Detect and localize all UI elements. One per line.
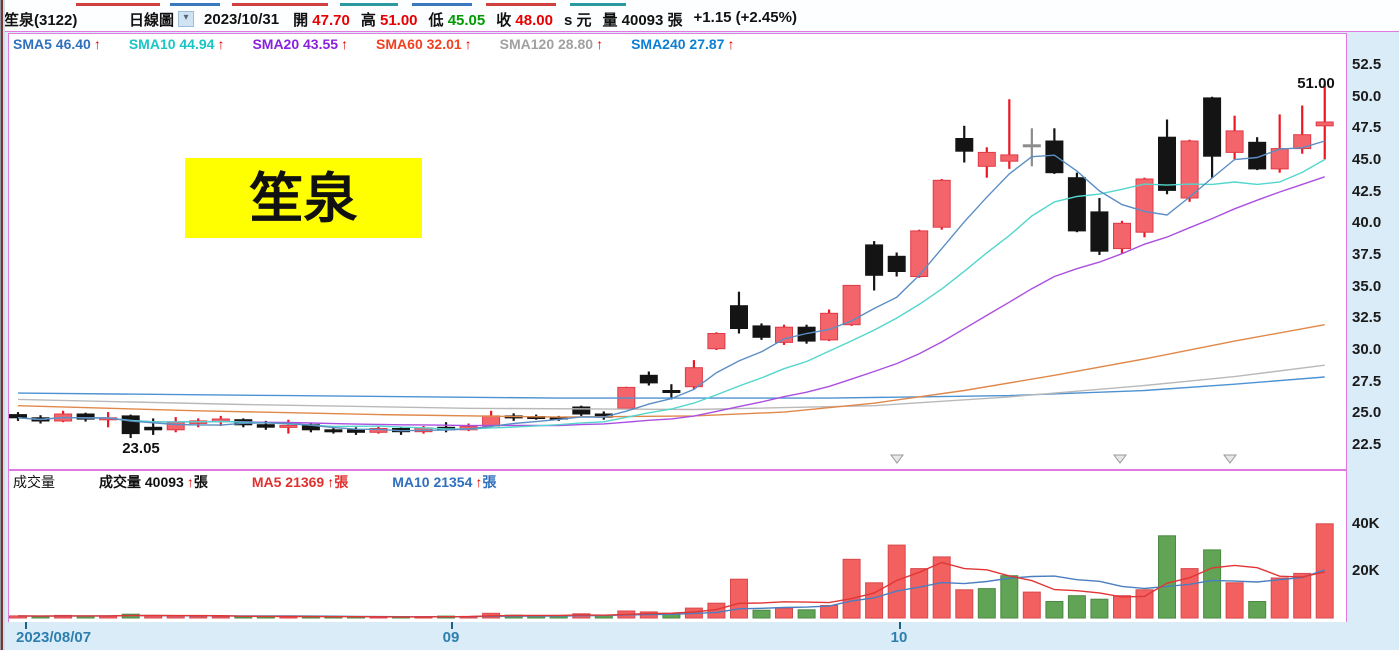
watermark-label: 笙泉 <box>185 158 422 238</box>
volume-chart-svg[interactable] <box>9 491 1345 621</box>
ohlc-fields: 開 47.70 高 51.00 低 45.05 收 48.00 s 元量 40093 張… <box>293 9 808 30</box>
clipped-menu-fragment <box>570 3 626 6</box>
volume-legend-item-1: 成交量 40093 ↑張 <box>99 474 208 490</box>
period-selector[interactable]: 日線圖 <box>129 11 175 29</box>
clipped-menu-fragment <box>170 3 220 6</box>
sma-legend-item-sma20: SMA20 43.55 ↑ <box>252 36 349 52</box>
sma-legend: SMA5 46.40 ↑ SMA10 44.94 ↑ SMA20 43.55 ↑ SMA60… <box>9 35 1343 53</box>
price-axis-label: 22.5 <box>1352 436 1382 453</box>
clipped-menu-row[interactable] <box>0 0 1399 7</box>
date-label: 2023/10/31 <box>204 10 280 28</box>
quote-field-5: 量 40093 張 <box>602 11 683 29</box>
x-axis-label: 09 <box>442 629 460 646</box>
price-chart-svg[interactable]: 51.00 23.05 <box>9 34 1345 467</box>
volume-axis-label: 40K <box>1352 515 1380 532</box>
price-axis-label: 52.5 <box>1352 56 1382 73</box>
volume-legend-item-3: MA10 21354 ↑張 <box>392 474 497 490</box>
price-axis-label: 27.5 <box>1352 372 1382 390</box>
sma-legend-item-sma60: SMA60 32.01 ↑ <box>376 36 472 52</box>
price-axis-label: 25.0 <box>1352 404 1382 422</box>
sma-legend-item-sma5: SMA5 46.40 ↑ <box>13 36 101 52</box>
price-axis-label: 40.0 <box>1352 214 1382 232</box>
volume-legend-item-2: MA5 21369 ↑張 <box>251 474 349 490</box>
x-axis-label: 10 <box>890 629 908 646</box>
quote-field-0: 開 47.70 <box>293 11 350 29</box>
x-axis-tick <box>899 622 901 629</box>
price-chart-panel <box>8 33 1347 470</box>
clipped-menu-fragment <box>76 3 160 6</box>
clipped-menu-fragment <box>486 3 556 6</box>
quote-header: 笙泉(3122) 日線圖 ▾ 2023/10/31 開 47.70 高 51.00… <box>0 7 1399 32</box>
price-axis-label: 50.0 <box>1352 87 1382 105</box>
x-axis-tick <box>451 622 453 629</box>
clipped-menu-fragment <box>232 3 328 6</box>
quote-field-4: s 元 <box>563 11 592 29</box>
quote-field-3: 收 48.00 <box>496 11 553 29</box>
volume-axis-label: 20K <box>1352 562 1380 579</box>
dividend-marker <box>1223 454 1237 464</box>
stock-name: 笙泉(3122) <box>4 11 78 29</box>
window-left-edge <box>0 0 5 650</box>
quote-field-6: +1.15 (+2.45%) <box>693 8 797 26</box>
volume-legend-item-0: 成交量 <box>13 474 55 490</box>
price-axis-label: 47.5 <box>1352 119 1382 137</box>
volume-legend: 成交量 成交量 40093 ↑張 MA5 21369 ↑張 MA10 21354 ↑張 <box>9 473 1343 491</box>
quote-field-2: 低 45.05 <box>428 11 486 29</box>
price-axis-label: 30.0 <box>1352 341 1382 358</box>
dividend-marker <box>890 454 904 464</box>
chevron-down-icon[interactable]: ▾ <box>178 11 195 27</box>
price-annotation-1: 23.05 <box>122 440 160 457</box>
dividend-marker <box>1113 454 1127 464</box>
x-axis-label: 2023/08/07 <box>16 629 92 646</box>
price-axis-label: 42.5 <box>1352 182 1382 200</box>
x-axis-tick <box>25 622 27 629</box>
sma-legend-item-sma240: SMA240 27.87 ↑ <box>631 36 735 52</box>
x-axis-row: 2023/08/07 09 10 <box>0 622 1399 650</box>
quote-field-1: 高 51.00 <box>360 11 418 29</box>
price-axis-label: 35.0 <box>1352 277 1382 295</box>
price-axis-label: 45.0 <box>1352 151 1382 168</box>
clipped-menu-fragment <box>412 3 472 6</box>
sma-legend-item-sma10: SMA10 44.94 ↑ <box>128 36 225 52</box>
sma-legend-item-sma120: SMA120 28.80 ↑ <box>499 36 604 52</box>
price-axis-label: 32.5 <box>1352 309 1382 327</box>
price-axis-label: 37.5 <box>1352 246 1382 263</box>
clipped-menu-fragment <box>340 3 398 6</box>
price-annotation-0: 51.00 <box>1297 75 1335 92</box>
